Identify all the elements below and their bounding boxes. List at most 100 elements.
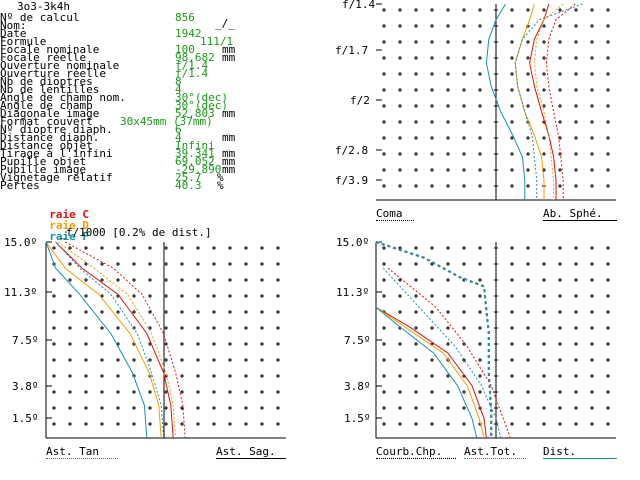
spec-label: Date [0,27,27,40]
grid-mark [574,88,578,92]
grid-mark [526,374,530,378]
y-tick-label: f/1.7 [335,44,368,57]
spec-label: Angle de champ nom. [0,91,126,104]
grid-mark [382,168,386,172]
grid-mark [398,40,402,44]
grid-mark [52,310,56,314]
spec-value: 39.341 [175,147,215,160]
grid-mark [84,374,88,378]
grid-mark [212,342,216,346]
grid-mark [446,152,450,156]
grid-mark [510,422,514,426]
grid-mark [398,88,402,92]
grid-mark [244,422,248,426]
grid-mark [574,56,578,60]
grid-mark [478,390,482,394]
grid-mark [462,262,466,266]
grid-mark [164,278,168,282]
grid-mark [398,278,402,282]
grid-mark [446,278,450,282]
grid-mark [542,342,546,346]
grid-mark [446,390,450,394]
grid-mark [430,184,434,188]
grid-mark [510,358,514,362]
grid-mark [244,326,248,330]
grid-mark [212,294,216,298]
grid-mark [398,310,402,314]
grid-mark [558,310,562,314]
spec-value: 30°(dec) [175,91,228,104]
grid-mark [558,278,562,282]
grid-mark [606,390,610,394]
grid-mark [542,374,546,378]
grid-mark [478,152,482,156]
grid-mark [558,24,562,28]
grid-mark [558,8,562,12]
grid-mark [478,8,482,12]
grid-mark [164,406,168,410]
grid-mark [196,262,200,266]
grid-mark [260,278,264,282]
y-tick-label: 11.3º [4,286,37,299]
grid-mark [462,120,466,124]
grid-mark [526,390,530,394]
spec-value: 40.3 [175,179,202,192]
grid-mark [446,56,450,60]
grid-mark [68,390,72,394]
coma-underline [376,220,414,221]
y-tick-label: f/3.9 [335,174,368,187]
grid-mark [212,358,216,362]
grid-mark [478,358,482,362]
grid-mark [590,24,594,28]
grid-mark [542,406,546,410]
grid-mark [164,422,168,426]
grid-mark [542,40,546,44]
grid-mark [590,262,594,266]
grid-mark [606,184,610,188]
grid-mark [52,406,56,410]
grid-mark [430,246,434,250]
grid-mark [414,310,418,314]
series-line-raie-c [55,241,174,439]
grid-mark [478,168,482,172]
grid-mark [148,406,152,410]
grid-mark [84,406,88,410]
grid-mark [414,326,418,330]
grid-mark [478,40,482,44]
grid-mark [52,358,56,362]
grid-mark [542,152,546,156]
grid-mark [260,294,264,298]
grid-mark [100,406,104,410]
grid-mark [446,422,450,426]
grid-mark [526,72,530,76]
grid-mark [510,168,514,172]
grid-mark [148,422,152,426]
grid-mark [446,184,450,188]
grid-mark [526,342,530,346]
grid-mark [382,152,386,156]
y-tick-label: 7.5º [344,334,371,347]
grid-mark [260,358,264,362]
grid-mark [590,374,594,378]
grid-mark [398,152,402,156]
grid-mark [510,342,514,346]
grid-mark [116,406,120,410]
grid-mark [244,278,248,282]
grid-mark [414,294,418,298]
grid-mark [590,40,594,44]
grid-mark [574,168,578,172]
y-tick-label: f/2.8 [335,144,368,157]
series-line-raie-f [375,306,478,439]
grid-mark [196,358,200,362]
grid-mark [84,310,88,314]
total-astigmatism-label: Ast.Tot. [464,445,517,458]
grid-mark [478,262,482,266]
spec-unit: mm [222,163,236,176]
grid-mark [606,56,610,60]
y-tick-label: 7.5º [12,334,39,347]
grid-mark [574,326,578,330]
grid-mark [244,374,248,378]
underscore-icon: _ [59,226,66,239]
grid-mark [542,278,546,282]
grid-mark [574,120,578,124]
